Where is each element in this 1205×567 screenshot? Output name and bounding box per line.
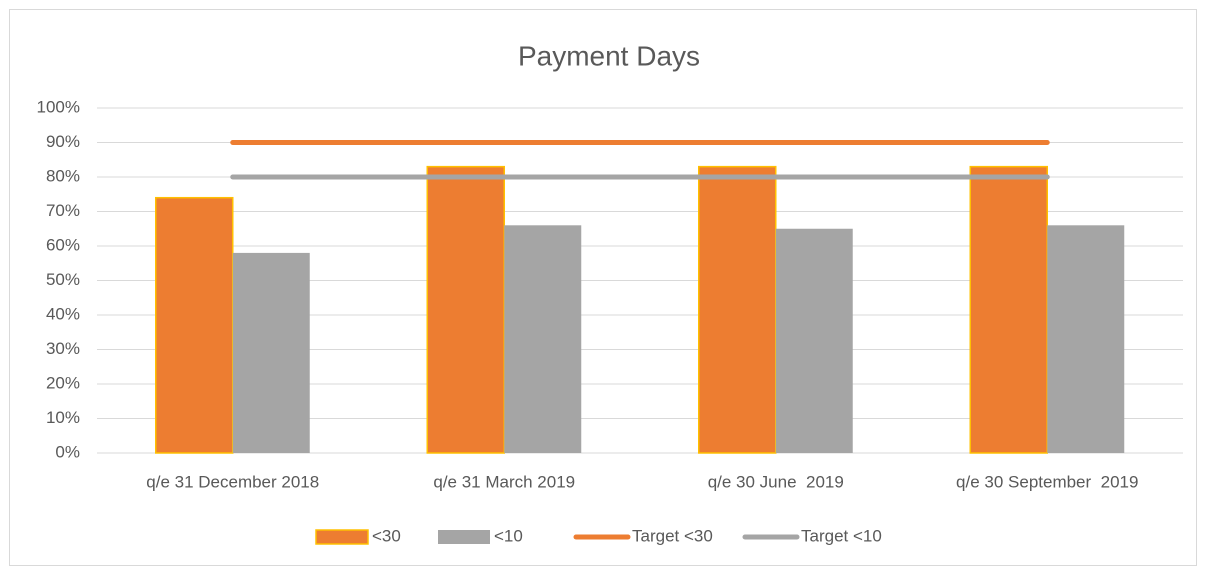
y-tick-label: 50% — [46, 270, 80, 289]
y-tick-label: 100% — [37, 97, 80, 116]
legend-label: <10 — [494, 526, 523, 545]
bar — [426, 165, 505, 454]
y-tick-label: 90% — [46, 132, 80, 151]
y-tick-label: 40% — [46, 304, 80, 323]
x-tick-label: q/e 30 June 2019 — [708, 472, 844, 491]
bar — [698, 165, 777, 454]
y-tick-label: 30% — [46, 339, 80, 358]
legend-swatch — [315, 529, 369, 545]
bar — [155, 196, 234, 454]
y-tick-label: 20% — [46, 373, 80, 392]
legend-label: Target <30 — [632, 526, 713, 545]
bar — [1047, 225, 1125, 453]
bar — [969, 165, 1048, 454]
bar — [775, 228, 853, 453]
x-tick-label: q/e 31 March 2019 — [433, 472, 575, 491]
legend-swatch — [438, 530, 490, 544]
chart-title: Payment Days — [518, 40, 700, 71]
y-tick-label: 60% — [46, 235, 80, 254]
bar — [232, 252, 310, 453]
x-tick-label: q/e 31 December 2018 — [146, 472, 319, 491]
y-tick-label: 10% — [46, 408, 80, 427]
bar — [504, 225, 582, 453]
y-tick-label: 0% — [55, 442, 80, 461]
y-tick-label: 70% — [46, 201, 80, 220]
legend-label: <30 — [372, 526, 401, 545]
x-tick-label: q/e 30 September 2019 — [956, 472, 1138, 491]
legend-label: Target <10 — [801, 526, 882, 545]
y-tick-label: 80% — [46, 166, 80, 185]
